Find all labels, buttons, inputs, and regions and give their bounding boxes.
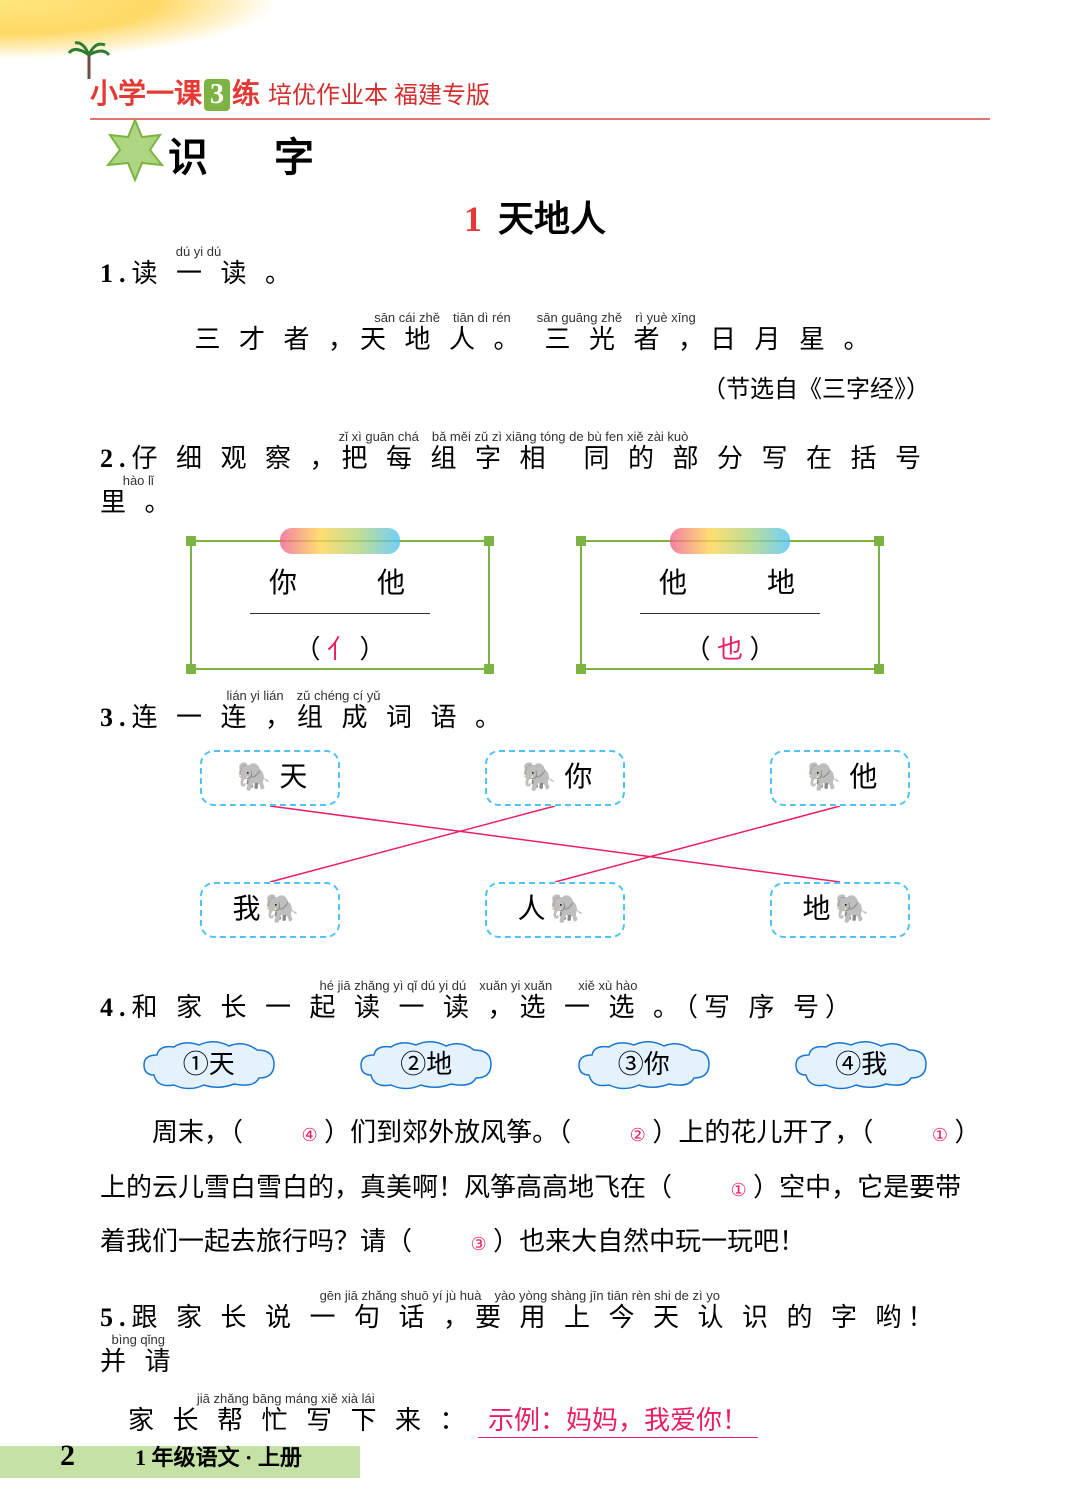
footer: 2 1 年级语文 · 上册 [0,1434,1070,1478]
q1-num: 1. [100,259,132,288]
question-2: 2.仔 细 观 察 ，把 每 组 字 相 同 的 部 分 写 在 括 号 里 。… [100,429,970,669]
content-area: 1.读 一 读 。dú yi dú 三 才 者 ，天 地 人 。 三 光 者 ，… [100,245,970,1461]
q4-pinyin: hé jiā zhǎng yì qǐ dú yi dú xuǎn yi xuǎn… [100,978,857,993]
q4-answer-circle: ① [679,1179,747,1201]
q3-pinyin: lián yi lián zǔ chéng cí yǔ [100,688,507,703]
q3-bottom-word: 人🐘 [485,882,625,938]
page-number: 2 [60,1439,75,1473]
q4-option-cloud: ①天 [139,1040,279,1090]
question-4: 4.和 家 长 一 起 读 一 读 ，选 一 选 。（写 序 号）hé jiā … [100,978,970,1270]
q4-answer-circle: ② [578,1124,646,1146]
q3-num: 3. [100,703,132,732]
q2-box2-chars: 他 地 [582,560,878,608]
brand-subtitle: 培优作业本 福建专版 [268,75,490,110]
footer-text: 1 年级语文 · 上册 [135,1440,302,1472]
q3-match-area: 🐘天 🐘你 🐘他我🐘 人🐘 地🐘 [100,750,970,960]
corner-decoration [0,0,280,60]
q3-title: 连 一 连 ，组 成 词 语 。 [132,703,508,732]
brand-pre: 小学一 [90,72,174,112]
lesson-name: 天地人 [498,199,606,239]
q5-title2: 家 长 帮 忙 写 下 来 ： [128,1406,472,1435]
q5-num: 5. [100,1303,132,1332]
q3-bottom-word: 地🐘 [770,882,910,938]
header: 小学一 课 3 练 培优作业本 福建专版 [90,72,990,120]
brand-num: 3 [204,79,230,111]
brand-post: 练 [232,72,260,112]
q4-title: 和 家 长 一 起 读 一 读 ，选 一 选 。（写 序 号） [132,993,858,1022]
q2-title: 仔 细 观 察 ，把 每 组 字 相 同 的 部 分 写 在 括 号 里 。 [100,444,927,517]
q2-box2-answer: （ 也 ） [582,628,878,672]
q4-options: ①天 ②地 ③你 ④我 [100,1040,970,1090]
question-1: 1.读 一 读 。dú yi dú 三 才 者 ，天 地 人 。 三 光 者 ，… [100,245,970,411]
q2-box1-chars: 你 他 [192,560,488,608]
brand-mid: 课 [174,72,202,112]
q4-answer-circle: ① [880,1124,948,1146]
q1-pinyin: dú yi dú [100,244,297,259]
q4-option-cloud: ③你 [574,1040,714,1090]
q2-box-2: 他 地 （ 也 ） [580,540,880,670]
q1-title: 读 一 读 。 [132,259,298,288]
q2-num: 2. [100,444,132,473]
q1-hanzi: 三 才 者 ，天 地 人 。 三 光 者 ，日 月 星 。 [194,325,875,354]
question-5: 5.跟 家 长 说 一 句 话 ，要 用 上 今 天 认 识 的 字 哟！ 并 … [100,1288,970,1444]
q4-paragraph: 周末，（ ④ ）们到郊外放风筝。（ ② ）上的花儿开了，（ ① ）上的云儿雪白雪… [100,1106,970,1270]
section-title: 识 字 [168,125,342,183]
lesson-title: 1 天地人 [0,190,1070,242]
q4-answer-circle: ④ [250,1124,318,1146]
q5-title1: 跟 家 长 说 一 句 话 ，要 用 上 今 天 认 识 的 字 哟！ 并 请 [100,1303,940,1376]
q2-box1-answer: （ 亻 ） [192,628,488,672]
q3-top-word: 🐘他 [770,750,910,806]
q3-bottom-word: 我🐘 [200,882,340,938]
q3-top-word: 🐘你 [485,750,625,806]
q4-num: 4. [100,993,132,1022]
q1-source: （节选自《三字经》） [100,370,930,411]
q4-answer-circle: ③ [419,1233,487,1255]
lesson-number: 1 [464,199,482,239]
q5-pinyin2: jiā zhǎng bāng máng xiě xià lái [100,1391,472,1406]
q1-line-pinyin: sān cái zhě tiān dì rén sān guāng zhě rì… [194,310,875,325]
question-3: 3.连 一 连 ，组 成 词 语 。lián yi lián zǔ chéng … [100,688,970,960]
q4-option-cloud: ②地 [356,1040,496,1090]
star-icon [100,115,170,185]
q3-top-word: 🐘天 [200,750,340,806]
q2-box-1: 你 他 （ 亻 ） [190,540,490,670]
q4-option-cloud: ④我 [791,1040,931,1090]
